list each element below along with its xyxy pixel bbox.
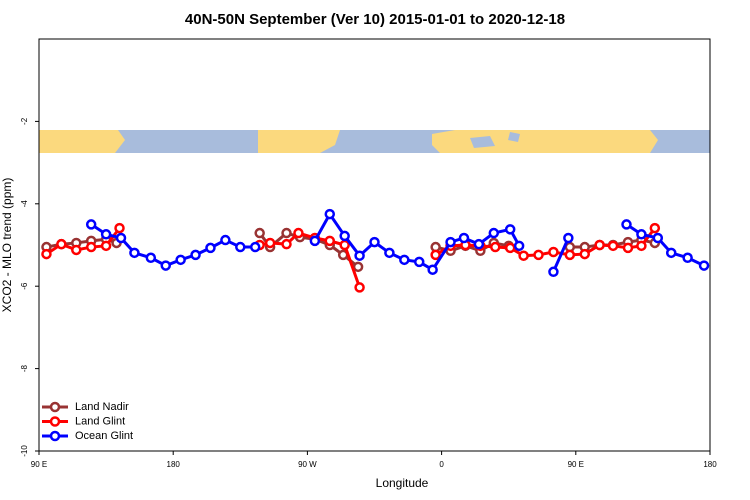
data-point <box>100 240 112 252</box>
data-point <box>458 232 470 244</box>
data-point <box>85 241 97 253</box>
data-point <box>249 241 261 253</box>
legend-marker <box>49 416 61 427</box>
x-tick-label: 180 <box>167 460 181 469</box>
map-strip <box>39 130 710 153</box>
data-point <box>665 247 677 259</box>
plot-frame <box>38 38 711 452</box>
data-point <box>115 232 127 244</box>
data-point <box>636 240 647 252</box>
data-point <box>254 227 265 239</box>
x-tick-label: 0 <box>439 460 444 469</box>
legend-marker <box>49 430 61 442</box>
data-point <box>518 250 529 261</box>
data-point <box>114 222 125 234</box>
data-point <box>445 236 456 248</box>
data-point <box>607 240 619 252</box>
data-point <box>339 230 350 242</box>
data-point <box>649 222 661 234</box>
data-point <box>324 235 336 247</box>
x-tick-label: 90 W <box>298 460 317 469</box>
y-axis-label: XCO2 - MLO trend (ppm) <box>0 178 14 313</box>
y-tick-label: -6 <box>20 282 29 290</box>
data-point <box>281 238 292 250</box>
data-point <box>636 229 647 240</box>
data-point <box>548 246 559 258</box>
data-point <box>413 256 425 268</box>
data-point <box>533 249 544 261</box>
data-point <box>220 234 231 246</box>
legend-marker <box>49 401 61 413</box>
data-point <box>513 240 525 252</box>
data-point <box>504 224 516 235</box>
data-point <box>71 244 82 256</box>
data-point <box>354 282 365 293</box>
x-tick-label: 90 E <box>568 460 584 469</box>
data-point <box>264 237 276 249</box>
data-point <box>594 239 605 251</box>
y-tick-label: -4 <box>20 200 29 208</box>
legend-label: Land Glint <box>75 415 125 427</box>
data-point <box>339 239 350 251</box>
data-point <box>369 236 380 248</box>
data-point <box>281 227 292 239</box>
data-point <box>309 235 321 247</box>
series-line <box>46 231 656 269</box>
y-tick-label: -2 <box>20 117 29 125</box>
data-point <box>488 227 500 239</box>
data-point <box>564 249 576 261</box>
data-point <box>698 260 710 271</box>
data-point <box>293 227 304 239</box>
data-point <box>235 241 246 253</box>
data-point <box>579 248 590 260</box>
data-point <box>652 232 664 244</box>
data-point <box>622 242 634 254</box>
data-point <box>352 261 364 273</box>
data-point <box>504 242 516 254</box>
data-point <box>100 229 112 240</box>
data-point <box>427 264 438 275</box>
y-tick-label: -10 <box>20 445 29 457</box>
data-point <box>129 247 140 259</box>
data-point <box>160 260 171 271</box>
legend-label: Ocean Glint <box>75 430 133 442</box>
data-point <box>41 248 52 260</box>
data-point <box>399 254 410 266</box>
data-point <box>548 266 559 278</box>
data-point <box>56 238 67 250</box>
data-point <box>205 242 216 254</box>
data-point <box>384 247 395 259</box>
chart-title: 40N-50N September (Ver 10) 2015-01-01 to… <box>185 11 565 28</box>
data-point <box>563 232 574 244</box>
x-axis-label: Longitude <box>376 476 429 490</box>
data-point <box>324 208 336 220</box>
data-point <box>354 250 365 261</box>
data-point <box>430 249 441 261</box>
legend-label: Land Nadir <box>75 401 129 413</box>
x-tick-label: 180 <box>703 460 717 469</box>
data-point <box>473 238 485 250</box>
data-point <box>490 241 501 253</box>
x-tick-label: 90 E <box>31 460 47 469</box>
data-point <box>190 249 201 261</box>
y-tick-label: -8 <box>20 364 29 372</box>
data-point <box>85 219 97 230</box>
data-point <box>621 219 632 230</box>
data-point <box>175 254 186 266</box>
data-point <box>682 252 693 264</box>
data-point <box>145 252 157 264</box>
